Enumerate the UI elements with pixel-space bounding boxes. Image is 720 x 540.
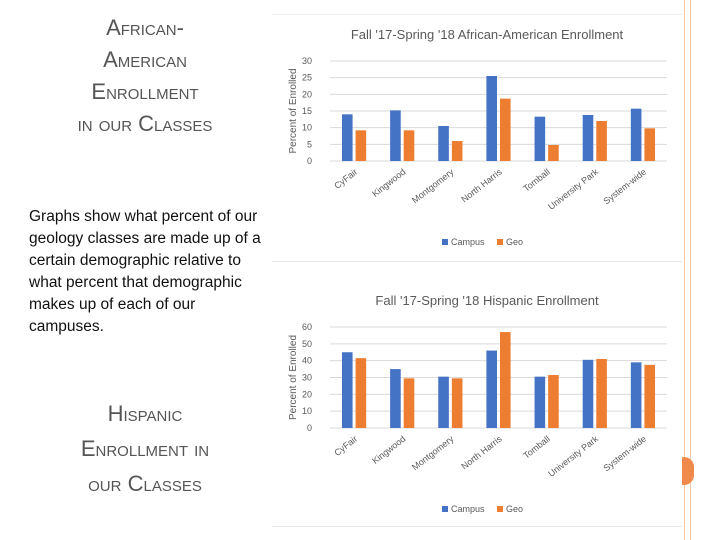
y-tick-label: 60: [302, 322, 312, 332]
x-tick-label: Kingwood: [370, 434, 407, 466]
x-tick-label: Montgomery: [410, 433, 456, 472]
legend-swatch: [442, 239, 448, 245]
y-tick-label: 50: [302, 339, 312, 349]
y-tick-label: 10: [302, 123, 312, 133]
x-tick-label: University Park: [546, 166, 600, 211]
bar-campus: [341, 352, 353, 428]
title-line: Enrollment in: [80, 436, 210, 461]
y-tick-label: 5: [307, 139, 312, 149]
chart-title: Fall '17-Spring '18 Hispanic Enrollment: [375, 293, 599, 308]
title-line: Hispanic: [107, 401, 183, 426]
bar-geo: [451, 378, 463, 428]
bar-campus: [486, 76, 497, 161]
title-line: in our Classes: [77, 111, 213, 136]
bar-campus: [486, 350, 497, 428]
y-tick-label: 20: [302, 89, 312, 99]
x-tick-label: CyFair: [332, 167, 359, 191]
legend-label: Campus: [451, 504, 485, 514]
bar-geo: [548, 374, 559, 428]
bar-geo: [596, 121, 607, 161]
x-tick-label: Tomball: [521, 434, 552, 461]
bar-geo: [548, 145, 559, 161]
x-tick-label: System-wide: [601, 434, 648, 474]
bar-geo: [596, 358, 607, 428]
y-axis-label: Percent of Enrolled: [288, 68, 299, 153]
bar-campus: [630, 108, 642, 161]
title-line: our Classes: [88, 471, 202, 496]
bar-campus: [582, 359, 594, 428]
chart-title: Fall '17-Spring '18 African-American Enr…: [351, 27, 624, 42]
legend-swatch: [442, 506, 448, 512]
legend-swatch: [497, 506, 503, 512]
bar-campus: [582, 115, 594, 161]
description-text: Graphs show what percent of our geology …: [29, 208, 261, 335]
bar-geo: [451, 141, 463, 161]
bar-geo: [403, 130, 415, 161]
y-axis-label: Percent of Enrolled: [288, 335, 299, 420]
y-tick-label: 0: [307, 156, 312, 166]
bar-campus: [390, 369, 401, 428]
y-tick-label: 25: [302, 73, 312, 83]
y-tick-label: 10: [302, 406, 312, 416]
bar-campus: [534, 116, 546, 161]
bar-geo: [403, 378, 415, 428]
bar-campus: [438, 376, 449, 428]
x-tick-label: University Park: [546, 433, 600, 478]
y-tick-label: 30: [302, 373, 312, 383]
y-tick-label: 30: [302, 56, 312, 66]
title-line: Enrollment: [91, 79, 199, 104]
x-tick-label: CyFair: [332, 434, 359, 458]
bar-geo: [355, 358, 367, 428]
decor-line-left: [684, 0, 685, 540]
title-line: African-: [106, 15, 184, 40]
y-tick-label: 20: [302, 389, 312, 399]
title-line: American: [103, 47, 187, 72]
bar-campus: [341, 114, 353, 161]
x-tick-label: Montgomery: [410, 166, 456, 205]
chart-svg: Fall '17-Spring '18 Hispanic Enrollment 0…: [288, 293, 667, 514]
y-tick-label: 0: [307, 423, 312, 433]
title-hispanic: Hispanic Enrollment in our Classes: [20, 396, 270, 501]
chart-hispanic: Fall '17-Spring '18 Hispanic Enrollment 0…: [272, 282, 682, 527]
x-tick-label: System-wide: [601, 167, 648, 207]
bar-campus: [390, 110, 401, 161]
bar-geo: [500, 332, 511, 428]
x-tick-label: North Harris: [459, 433, 504, 471]
bar-geo: [644, 128, 656, 161]
legend-label: Geo: [506, 237, 523, 247]
legend-label: Geo: [506, 504, 523, 514]
chart-african-american: Fall '17-Spring '18 African-American Enr…: [272, 14, 682, 262]
x-tick-label: Kingwood: [370, 167, 407, 199]
bar-geo: [500, 98, 511, 161]
y-tick-label: 40: [302, 356, 312, 366]
legend-label: Campus: [451, 237, 485, 247]
bar-campus: [438, 126, 449, 161]
bar-campus: [630, 362, 642, 428]
bar-geo: [644, 364, 656, 428]
legend-swatch: [497, 239, 503, 245]
y-tick-label: 15: [302, 106, 312, 116]
x-tick-label: Tomball: [521, 167, 552, 194]
x-tick-label: North Harris: [459, 166, 504, 204]
decor-line-right: [690, 0, 691, 540]
chart-svg: Fall '17-Spring '18 African-American Enr…: [288, 27, 667, 247]
bar-geo: [355, 130, 367, 161]
title-african-american: African- American Enrollment in our Clas…: [20, 12, 270, 140]
bar-campus: [534, 376, 546, 428]
